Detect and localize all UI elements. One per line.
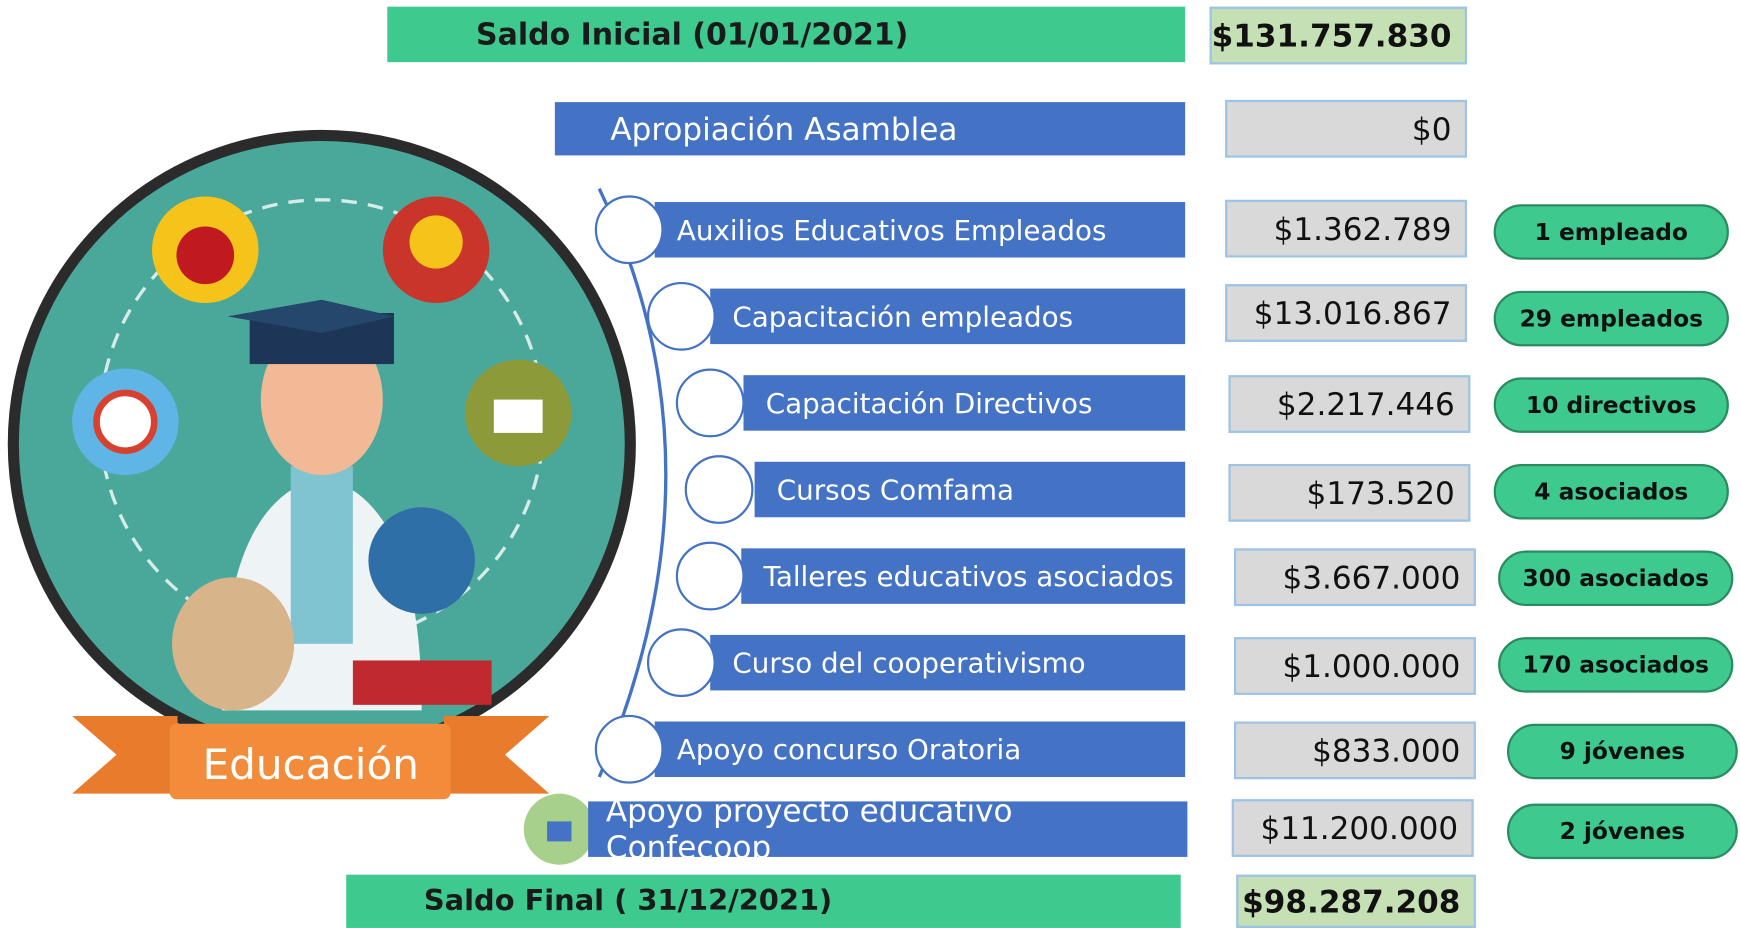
final-amount: $98.287.208 bbox=[1236, 874, 1476, 928]
appropriation-label: Apropiación Asamblea bbox=[554, 102, 1186, 156]
item-beneficiaries: 170 asociados bbox=[1498, 637, 1734, 693]
item-amount: $833.000 bbox=[1233, 721, 1476, 780]
final-label: Saldo Final ( 31/12/2021) bbox=[346, 874, 1181, 928]
item-amount: $3.667.000 bbox=[1233, 548, 1476, 607]
item-beneficiaries: 2 jóvenes bbox=[1506, 803, 1738, 860]
thumb bbox=[547, 821, 572, 842]
item-beneficiaries: 1 empleado bbox=[1493, 204, 1729, 260]
item-amount: $1.000.000 bbox=[1233, 637, 1476, 695]
item-label: Curso del cooperativismo bbox=[710, 634, 1186, 691]
ribbon bbox=[169, 723, 451, 800]
clock bbox=[93, 389, 158, 454]
item-node bbox=[646, 281, 716, 351]
item-beneficiaries: 9 jóvenes bbox=[1506, 723, 1738, 780]
badge-text: Educación bbox=[202, 740, 419, 789]
item-label: Apoyo concurso Oratoria bbox=[654, 721, 1186, 777]
item-node bbox=[594, 195, 664, 265]
item-amount: $11.200.000 bbox=[1231, 799, 1474, 857]
apple bbox=[176, 226, 235, 285]
item-beneficiaries: 300 asociados bbox=[1498, 550, 1734, 607]
item-node bbox=[684, 455, 754, 524]
globe bbox=[368, 507, 475, 614]
item-node bbox=[675, 541, 745, 611]
item-amount: $173.520 bbox=[1228, 463, 1471, 522]
item-label: Talleres educativos asociados bbox=[741, 548, 1186, 604]
cap-top bbox=[227, 299, 394, 333]
item-beneficiaries: 4 asociados bbox=[1493, 463, 1729, 520]
item-label: Capacitación empleados bbox=[710, 288, 1186, 345]
ribbon-left bbox=[72, 715, 178, 794]
bulb bbox=[409, 215, 463, 269]
shirt bbox=[290, 466, 353, 644]
bank bbox=[493, 399, 543, 433]
appropriation-amount: $0 bbox=[1225, 99, 1468, 158]
item-amount: $13.016.867 bbox=[1225, 284, 1468, 342]
palette bbox=[172, 577, 295, 711]
initial-amount: $131.757.830 bbox=[1209, 6, 1468, 65]
item-label: Capacitación Directivos bbox=[743, 375, 1186, 431]
item-node bbox=[675, 368, 745, 438]
item-amount: $1.362.789 bbox=[1225, 199, 1468, 258]
item-label: Apoyo proyecto educativo Confecoop bbox=[588, 793, 1188, 866]
ribbon-right bbox=[443, 715, 550, 794]
initial-label: Saldo Inicial (01/01/2021) bbox=[387, 6, 1186, 63]
timeline-arc bbox=[597, 187, 668, 778]
item-beneficiaries: 29 empleados bbox=[1493, 290, 1729, 347]
item-node bbox=[594, 714, 664, 784]
item-node bbox=[646, 628, 716, 698]
item-label: Cursos Comfama bbox=[754, 461, 1186, 518]
item-label: Auxilios Educativos Empleados bbox=[654, 202, 1186, 258]
item-beneficiaries: 10 directivos bbox=[1493, 377, 1729, 433]
book bbox=[352, 660, 492, 705]
item-amount: $2.217.446 bbox=[1228, 375, 1471, 433]
